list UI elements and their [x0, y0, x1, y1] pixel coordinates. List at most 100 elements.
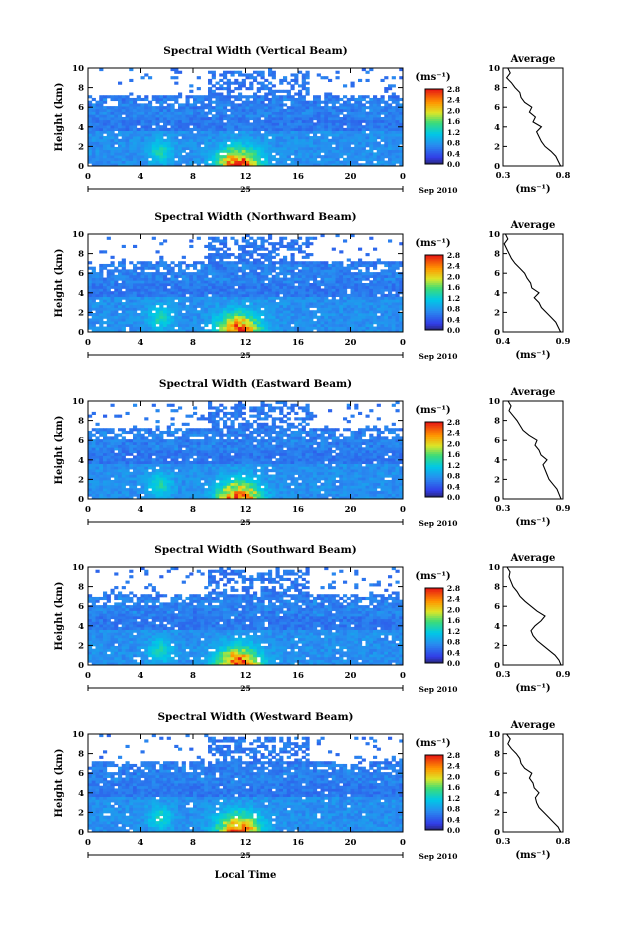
colorbar-segment [425, 134, 443, 137]
heatmap-cell [399, 119, 404, 123]
heatmap-cell [253, 321, 258, 325]
heatmap-cell [316, 111, 321, 115]
heatmap-cell [133, 138, 138, 142]
heatmap-cell [369, 236, 374, 240]
heatmap-cell [181, 127, 186, 132]
colorbar-segment [425, 96, 443, 99]
heatmap-cell [223, 155, 228, 159]
heatmap-cell [159, 114, 164, 118]
colorbar-tick-label: 2.8 [447, 85, 460, 94]
heatmap-cell [103, 477, 108, 481]
heatmap-cell [114, 321, 119, 325]
heatmap-cell [151, 117, 156, 121]
heatmap-cell [268, 312, 273, 317]
heatmap-cell [133, 477, 138, 481]
heatmap-cell [301, 155, 306, 159]
heatmap-cell [399, 136, 404, 140]
heatmap-cell [395, 329, 400, 333]
heatmap-cell [256, 133, 261, 137]
heatmap-cell [245, 277, 250, 281]
heatmap-cell [110, 125, 115, 129]
heatmap-cell [234, 299, 239, 303]
heatmap-cell [151, 106, 156, 110]
heatmap-cell [335, 288, 340, 292]
heatmap-cell [301, 321, 306, 325]
heatmap-cell [95, 490, 100, 494]
heatmap-cell [271, 119, 276, 123]
heatmap-cell [290, 242, 295, 246]
heatmap-cell [376, 127, 381, 132]
heatmap-cell [320, 155, 325, 159]
heatmap-cell [305, 138, 310, 142]
heatmap-cell [301, 261, 306, 265]
heatmap-cell [373, 103, 378, 107]
heatmap-cell [208, 310, 213, 314]
heatmap-cell [301, 133, 306, 137]
heatmap-cell [174, 296, 179, 300]
heatmap-cell [335, 326, 340, 330]
heatmap-cell [271, 138, 276, 142]
heatmap-cell [391, 100, 396, 104]
heatmap-cell [140, 144, 145, 148]
heatmap-cell [343, 329, 348, 333]
heatmap-cell [196, 280, 201, 284]
heatmap-cell [91, 471, 96, 475]
heatmap-cell [99, 474, 104, 478]
heatmap-cell [95, 452, 100, 456]
colorbar-segment [425, 126, 443, 129]
heatmap-cell [346, 266, 351, 270]
heatmap-cell [331, 138, 336, 142]
heatmap-cell [140, 277, 145, 281]
heatmap-cell [346, 263, 351, 268]
heatmap-cell [339, 146, 344, 151]
heatmap-cell [193, 146, 198, 151]
heatmap-cell [144, 122, 149, 126]
heatmap-cell [253, 114, 258, 118]
heatmap-cell [391, 288, 396, 292]
heatmap-cell [189, 302, 194, 306]
heatmap-cell [170, 106, 175, 110]
heatmap-cell [151, 163, 156, 167]
heatmap-cell [331, 141, 336, 145]
heatmap-cell [223, 277, 228, 281]
heatmap-cell [133, 490, 138, 494]
heatmap-cell [140, 274, 145, 278]
heatmap-cell [346, 125, 351, 129]
heatmap-cell [189, 117, 194, 121]
heatmap-cell [118, 428, 123, 432]
heatmap-cell [249, 242, 254, 246]
panel-title: Spectral Width (Vertical Beam) [163, 45, 347, 57]
heatmap-cell [313, 136, 318, 140]
heatmap-cell [88, 466, 93, 470]
heatmap-cell [290, 138, 295, 142]
heatmap-cell [88, 122, 93, 126]
heatmap-cell [208, 130, 213, 134]
heatmap-cell [151, 296, 156, 300]
heatmap-cell [129, 452, 134, 456]
heatmap-cell [264, 84, 269, 88]
heatmap-cell [283, 152, 288, 156]
heatmap-cell [163, 133, 168, 137]
heatmap-cell [238, 84, 243, 88]
heatmap-cell [271, 274, 276, 278]
heatmap-cell [391, 127, 396, 132]
heatmap-cell [391, 117, 396, 121]
x-tick-label: 0 [400, 338, 406, 348]
heatmap-cell [151, 160, 156, 164]
heatmap-cell [106, 163, 111, 167]
heatmap-cell [178, 312, 183, 317]
x-tick-label: 0 [400, 172, 406, 182]
heatmap-cell [215, 146, 220, 151]
heatmap-cell [286, 136, 291, 140]
heatmap-cell [234, 323, 239, 327]
colorbar-segment [425, 264, 443, 267]
heatmap-cell [268, 318, 273, 322]
heatmap-cell [283, 136, 288, 140]
heatmap-cell [140, 125, 145, 129]
heatmap-cell [271, 247, 276, 251]
heatmap-cell [223, 250, 228, 254]
heatmap-cell [170, 321, 175, 325]
heatmap-cell [211, 84, 216, 88]
heatmap-cell [196, 302, 201, 306]
